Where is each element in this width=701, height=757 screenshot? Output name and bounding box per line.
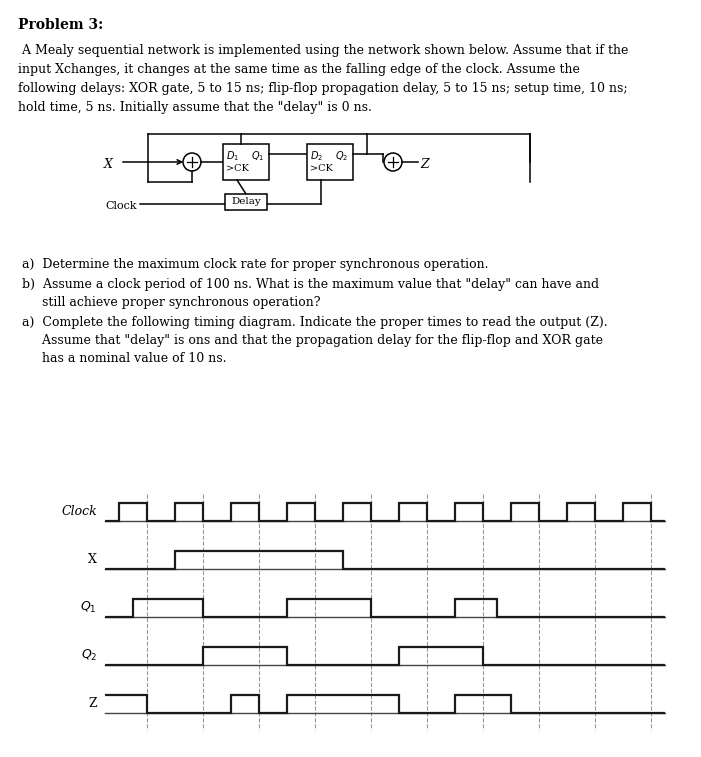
Bar: [307, 144, 353, 180]
Text: Clock: Clock: [61, 506, 97, 519]
Text: Problem 3:: Problem 3:: [18, 18, 103, 32]
Text: $D_2$: $D_2$: [310, 149, 323, 163]
Text: following delays: XOR gate, 5 to 15 ns; flip-flop propagation delay, 5 to 15 ns;: following delays: XOR gate, 5 to 15 ns; …: [18, 82, 627, 95]
Text: Z: Z: [420, 157, 428, 170]
Text: $D_1$: $D_1$: [226, 149, 239, 163]
Text: $Q_2$: $Q_2$: [335, 149, 348, 163]
Text: X: X: [104, 157, 113, 170]
Text: Z: Z: [88, 697, 97, 710]
Text: a)  Determine the maximum clock rate for proper synchronous operation.: a) Determine the maximum clock rate for …: [22, 258, 489, 271]
Bar: [223, 144, 269, 180]
Text: $Q_1$: $Q_1$: [81, 600, 97, 615]
Text: input Xchanges, it changes at the same time as the falling edge of the clock. As: input Xchanges, it changes at the same t…: [18, 63, 580, 76]
Text: hold time, 5 ns. Initially assume that the "delay" is 0 ns.: hold time, 5 ns. Initially assume that t…: [18, 101, 372, 114]
Text: >CK: >CK: [226, 164, 249, 173]
Text: Assume that "delay" is ons and that the propagation delay for the flip-flop and : Assume that "delay" is ons and that the …: [22, 334, 603, 347]
Text: >CK: >CK: [310, 164, 333, 173]
Text: a)  Complete the following timing diagram. Indicate the proper times to read the: a) Complete the following timing diagram…: [22, 316, 608, 329]
Text: $Q_2$: $Q_2$: [81, 648, 97, 663]
Text: has a nominal value of 10 ns.: has a nominal value of 10 ns.: [22, 352, 226, 365]
Text: still achieve proper synchronous operation?: still achieve proper synchronous operati…: [22, 296, 320, 309]
Text: Clock: Clock: [105, 201, 137, 211]
Text: b)  Assume a clock period of 100 ns. What is the maximum value that "delay" can : b) Assume a clock period of 100 ns. What…: [22, 278, 599, 291]
Bar: [225, 194, 267, 210]
Text: $Q_1$: $Q_1$: [251, 149, 264, 163]
Text: A Mealy sequential network is implemented using the network shown below. Assume : A Mealy sequential network is implemente…: [18, 44, 628, 57]
Text: Delay: Delay: [231, 198, 261, 207]
Text: X: X: [88, 553, 97, 566]
